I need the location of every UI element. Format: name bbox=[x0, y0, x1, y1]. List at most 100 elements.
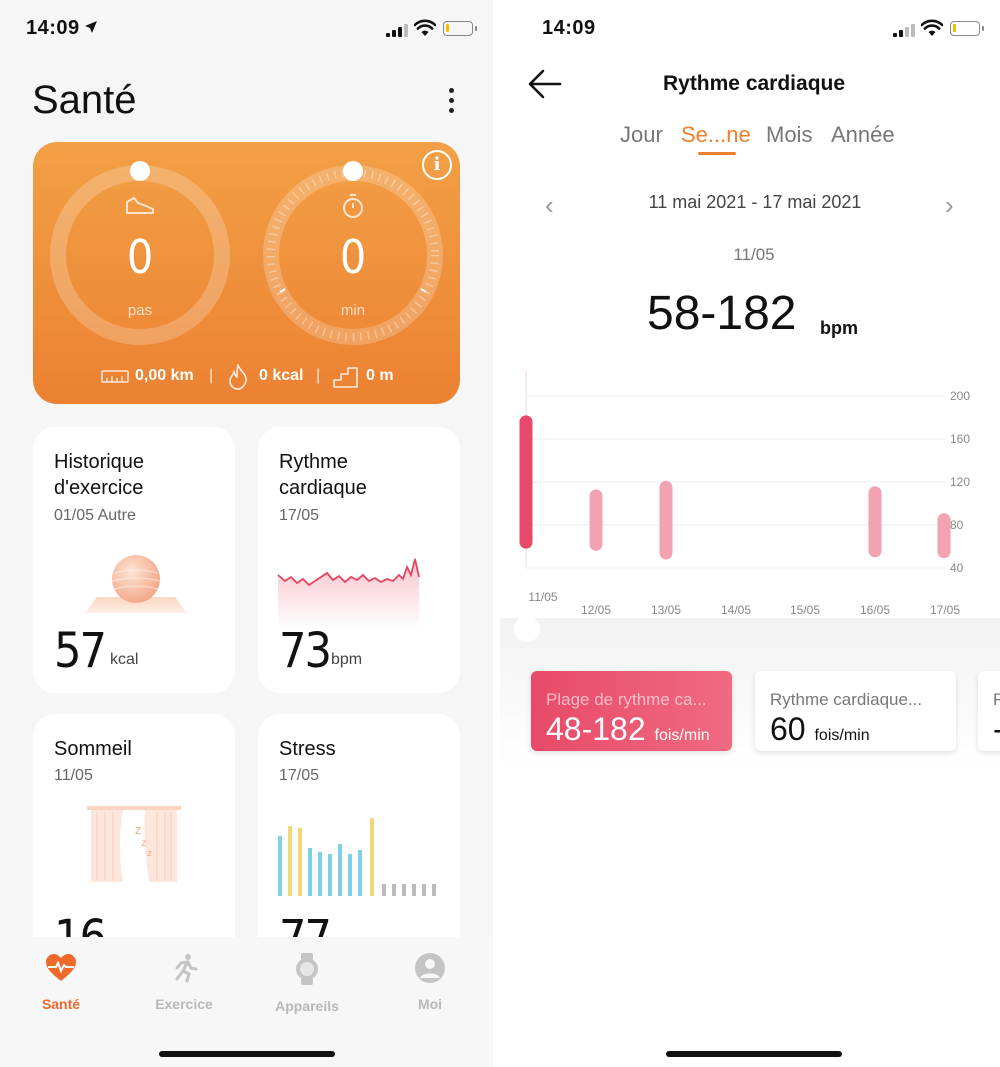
back-arrow-icon[interactable] bbox=[528, 68, 562, 100]
chart-bar-17-05[interactable] bbox=[937, 513, 951, 559]
tile-subtitle: 01/05 Autre bbox=[54, 507, 136, 524]
tab-appareils[interactable]: Appareils bbox=[252, 953, 362, 1014]
distance-value: 0,00 km bbox=[135, 367, 194, 384]
wifi-icon bbox=[414, 19, 436, 36]
chart-bar-13-05[interactable] bbox=[659, 480, 673, 560]
chart-bar-11-05[interactable] bbox=[519, 415, 533, 549]
metric-value: 60 fois/min bbox=[770, 711, 870, 747]
stats-separator: | bbox=[316, 367, 321, 384]
wifi-icon bbox=[921, 19, 943, 36]
tab-exercice[interactable]: Exercice bbox=[129, 953, 239, 1012]
tile-subtitle: 17/05 bbox=[279, 767, 320, 784]
tab-sante[interactable]: Santé bbox=[6, 953, 116, 1012]
metric-card-range[interactable]: Plage de rythme ca... 48-182 fois/min bbox=[531, 671, 732, 751]
chart-bar-16-05[interactable] bbox=[868, 486, 882, 558]
info-icon[interactable]: i bbox=[422, 150, 452, 180]
status-bar: 14:09 bbox=[500, 0, 1000, 58]
tile-title: Historique d'exercice bbox=[54, 451, 145, 499]
metric-card-partial[interactable]: R - bbox=[978, 671, 1000, 751]
date-range: 11 mai 2021 - 17 mai 2021 bbox=[648, 192, 862, 212]
stress-bar-chart bbox=[278, 818, 436, 896]
ruler-icon bbox=[101, 370, 129, 383]
page-title: Rythme cardiaque bbox=[662, 72, 846, 95]
cellular-signal-icon bbox=[386, 24, 408, 37]
heart-rate-weekly-chart[interactable]: 40 80 120 160 200 11/05 12/05 13/05 14/05 15/05 1… bbox=[500, 360, 1000, 620]
steps-value: 0 bbox=[126, 230, 154, 284]
shoe-icon bbox=[126, 197, 154, 214]
calories-value: 0 kcal bbox=[259, 367, 304, 384]
activity-summary-card[interactable]: 0 pas 0 min i 0,00 km | 0 kcal | 0 m bbox=[33, 142, 460, 404]
chart-x-tick-label: 17/05 bbox=[930, 603, 960, 617]
heart-rate-detail-screen: 14:09 Rythme cardiaque Jour Se...ne Mois… bbox=[500, 0, 1000, 1067]
tab-mois[interactable]: Mois bbox=[766, 122, 813, 147]
status-bar: 14:09 bbox=[0, 0, 493, 58]
exercise-ball-icon bbox=[85, 555, 187, 613]
screen-divider bbox=[493, 0, 500, 1067]
period-tabs: Jour Se...ne Mois Année bbox=[500, 122, 1000, 162]
selected-date: 11/05 bbox=[733, 245, 775, 264]
tab-jour[interactable]: Jour bbox=[620, 122, 663, 147]
health-home-screen: 14:09 Santé 0 bbox=[0, 0, 493, 1067]
battery-icon bbox=[950, 21, 984, 36]
tile-subtitle: 17/05 bbox=[279, 507, 320, 524]
chart-x-tick-label: 16/05 bbox=[860, 603, 890, 617]
metric-card-resting[interactable]: Rythme cardiaque... 60 fois/min bbox=[755, 671, 956, 751]
tab-semaine[interactable]: Se...ne bbox=[681, 122, 751, 147]
tile-value: 57 bbox=[54, 623, 107, 679]
chart-bar-12-05[interactable] bbox=[589, 489, 603, 551]
page-title: Santé bbox=[32, 78, 137, 122]
heart-pulse-icon bbox=[46, 954, 76, 981]
metric-value: 48-182 fois/min bbox=[546, 711, 710, 747]
chart-x-tick-label: 13/05 bbox=[651, 603, 681, 617]
heart-rate-range-unit: bpm bbox=[820, 318, 858, 338]
floors-value: 0 m bbox=[366, 367, 394, 384]
watch-icon bbox=[296, 953, 318, 985]
heart-rate-range-value: 58-182 bbox=[647, 287, 797, 340]
curtain-icon: z z z bbox=[87, 806, 181, 882]
battery-icon bbox=[443, 21, 477, 36]
chart-y-tick-label: 160 bbox=[950, 432, 970, 446]
panel-handle[interactable] bbox=[514, 616, 540, 642]
heart-rate-sparkline bbox=[277, 558, 420, 629]
tile-subtitle: 11/05 bbox=[54, 767, 93, 784]
metric-label: Plage de rythme ca... bbox=[546, 690, 707, 709]
runner-icon bbox=[175, 954, 198, 983]
home-indicator bbox=[666, 1051, 842, 1057]
tile-title: Sommeil bbox=[54, 738, 132, 760]
stats-separator: | bbox=[209, 367, 214, 384]
chart-y-tick-label: 200 bbox=[950, 389, 970, 403]
flame-icon bbox=[229, 364, 247, 390]
stopwatch-icon bbox=[343, 194, 363, 218]
more-menu-icon[interactable] bbox=[440, 84, 462, 118]
activity-rings bbox=[50, 161, 443, 345]
home-indicator bbox=[159, 1051, 335, 1057]
activity-stats-row: 0,00 km | 0 kcal | 0 m bbox=[33, 364, 460, 390]
tile-unit: bpm bbox=[331, 651, 363, 668]
stress-tile[interactable]: Stress 17/05 77 bbox=[258, 714, 460, 964]
svg-text:z: z bbox=[141, 838, 146, 849]
chart-x-tick-label: 11/05 bbox=[528, 590, 557, 604]
metric-label: Rythme cardiaque... bbox=[770, 690, 923, 709]
heart-rate-tile[interactable]: Rythme cardiaque 17/05 73 bpm bbox=[258, 427, 460, 693]
svg-text:z: z bbox=[147, 849, 152, 859]
chart-x-tick-label: 12/05 bbox=[581, 603, 611, 617]
status-time: 14:09 bbox=[542, 17, 596, 39]
previous-week-chevron-icon[interactable]: ‹ bbox=[545, 190, 554, 220]
bottom-tab-bar: Santé Exercice Appareils Moi bbox=[0, 937, 493, 1067]
tile-value: 73 bbox=[279, 623, 332, 679]
svg-text:z: z bbox=[135, 823, 141, 837]
person-icon bbox=[415, 953, 445, 983]
next-week-chevron-icon[interactable]: › bbox=[945, 190, 954, 220]
tab-moi[interactable]: Moi bbox=[375, 953, 485, 1012]
chart-y-tick-label: 120 bbox=[950, 475, 970, 489]
tile-title: Stress bbox=[279, 738, 336, 760]
location-arrow-icon bbox=[85, 21, 97, 33]
sleep-tile[interactable]: Sommeil 11/05 z z z 16 bbox=[33, 714, 235, 964]
metric-value: - bbox=[993, 711, 1000, 748]
tile-title: Rythme cardiaque bbox=[279, 451, 367, 499]
exercise-history-tile[interactable]: Historique d'exercice 01/05 Autre 57 kca… bbox=[33, 427, 235, 693]
chart-y-tick-label: 80 bbox=[950, 518, 964, 532]
steps-unit: pas bbox=[127, 302, 153, 319]
active-tab-indicator bbox=[698, 152, 736, 155]
tab-annee[interactable]: Année bbox=[831, 122, 895, 147]
